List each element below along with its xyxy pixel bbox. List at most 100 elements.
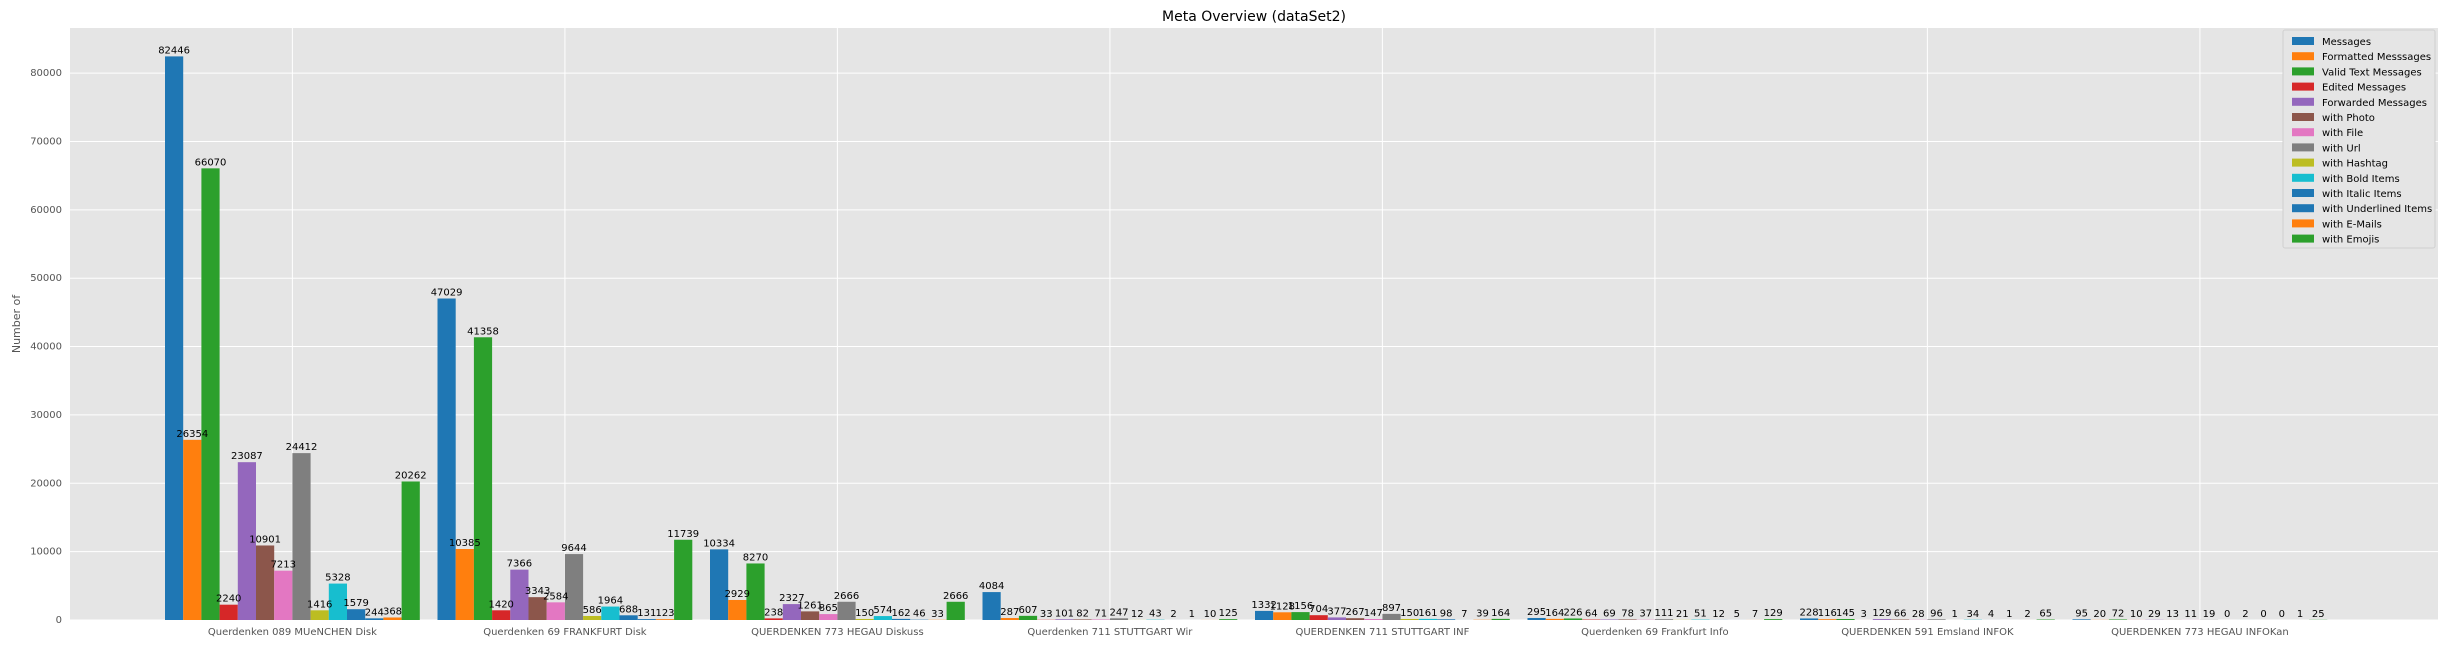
data-label: 96 — [1930, 608, 1943, 619]
data-label: 295 — [1527, 607, 1546, 618]
bar — [1492, 619, 1510, 620]
data-label: 4084 — [979, 581, 1004, 592]
data-label: 1416 — [307, 599, 332, 610]
legend-swatch — [2292, 98, 2314, 106]
data-label: 37 — [1639, 609, 1652, 620]
y-tick-label: 70000 — [30, 136, 62, 147]
legend-swatch — [2292, 174, 2314, 182]
data-label: 7 — [1461, 609, 1467, 620]
legend-label: Formatted Messsages — [2322, 52, 2431, 63]
data-label: 10901 — [249, 534, 281, 545]
bar — [728, 600, 746, 620]
data-label: 39 — [1476, 609, 1489, 620]
data-label: 9644 — [561, 543, 586, 554]
y-tick-label: 60000 — [30, 205, 62, 216]
bar — [165, 56, 183, 620]
data-label: 20 — [2093, 609, 2106, 620]
bar — [347, 609, 365, 620]
data-label: 244 — [365, 607, 384, 618]
data-label: 226 — [1563, 607, 1582, 618]
data-label: 78 — [1621, 608, 1634, 619]
bar — [183, 440, 201, 620]
bar — [1328, 617, 1346, 620]
y-tick-label: 80000 — [30, 68, 62, 79]
bar — [438, 299, 456, 620]
data-label: 4 — [1988, 609, 1994, 620]
data-label: 98 — [1440, 608, 1453, 619]
bar — [1055, 619, 1073, 620]
bar — [201, 168, 219, 620]
data-label: 0 — [2279, 609, 2285, 620]
data-label: 704 — [1309, 604, 1328, 615]
data-label: 131 — [637, 608, 656, 619]
data-label: 7213 — [271, 560, 296, 571]
bar — [1001, 618, 1019, 620]
data-label: 586 — [583, 605, 602, 616]
data-label: 8270 — [743, 552, 768, 563]
data-label: 129 — [1872, 608, 1891, 619]
data-label: 1 — [2297, 609, 2303, 620]
x-tick-label: QUERDENKEN 773 HEGAU Diskuss — [751, 627, 924, 638]
data-label: 47029 — [431, 288, 463, 299]
data-label: 11739 — [667, 529, 699, 540]
bar — [601, 607, 619, 620]
bar — [1437, 619, 1455, 620]
bar — [947, 602, 965, 620]
bar — [656, 619, 674, 620]
bar — [402, 481, 420, 620]
bar — [220, 605, 238, 620]
bar — [1346, 618, 1364, 620]
legend-swatch — [2292, 83, 2314, 91]
data-label: 26354 — [176, 429, 208, 440]
y-tick-label: 20000 — [30, 478, 62, 489]
x-tick-label: Querdenken 69 Frankfurt Info — [1581, 627, 1729, 638]
data-label: 2240 — [216, 594, 241, 605]
legend-label: with Photo — [2322, 113, 2375, 124]
bar — [1927, 619, 1945, 620]
x-tick-label: Querdenken 711 STUTTGART Wir — [1027, 627, 1193, 638]
bar — [292, 453, 310, 620]
data-label: 2666 — [834, 591, 859, 602]
legend-swatch — [2292, 204, 2314, 212]
data-label: 29 — [2148, 609, 2161, 620]
data-label: 7 — [1752, 609, 1758, 620]
data-label: 66 — [1894, 609, 1907, 620]
bar — [620, 615, 638, 620]
data-label: 161 — [1418, 608, 1437, 619]
data-label: 145 — [1836, 608, 1855, 619]
data-label: 2929 — [725, 589, 750, 600]
bar — [674, 540, 692, 620]
data-label: 2 — [2242, 609, 2248, 620]
data-label: 25 — [2312, 609, 2325, 620]
data-label: 21 — [1676, 609, 1689, 620]
data-label: 41358 — [467, 326, 499, 337]
legend-label: with File — [2322, 128, 2363, 139]
data-label: 66070 — [195, 157, 227, 168]
data-label: 2 — [2024, 609, 2030, 620]
data-label: 247 — [1109, 607, 1128, 618]
data-label: 5 — [1734, 609, 1740, 620]
bar — [765, 618, 783, 620]
chart-title: Meta Overview (dataSet2) — [1162, 9, 1346, 25]
data-label: 12 — [1712, 609, 1725, 620]
x-tick-label: Querdenken 089 MUeNCHEN Disk — [208, 627, 377, 638]
bar — [638, 619, 656, 620]
data-label: 228 — [1800, 607, 1819, 618]
bar — [1655, 619, 1673, 620]
legend-label: Messages — [2322, 37, 2371, 48]
data-label: 125 — [1219, 608, 1238, 619]
legend-swatch — [2292, 37, 2314, 45]
data-label: 368 — [383, 606, 402, 617]
data-label: 12 — [1131, 609, 1144, 620]
data-label: 5328 — [325, 573, 350, 584]
data-label: 10385 — [449, 538, 481, 549]
data-label: 238 — [764, 607, 783, 618]
bar — [1310, 615, 1328, 620]
bar — [819, 614, 837, 620]
bar — [710, 549, 728, 620]
legend-label: Valid Text Messages — [2322, 67, 2422, 78]
legend-swatch — [2292, 235, 2314, 243]
data-label: 2666 — [943, 591, 968, 602]
bar — [856, 619, 874, 620]
